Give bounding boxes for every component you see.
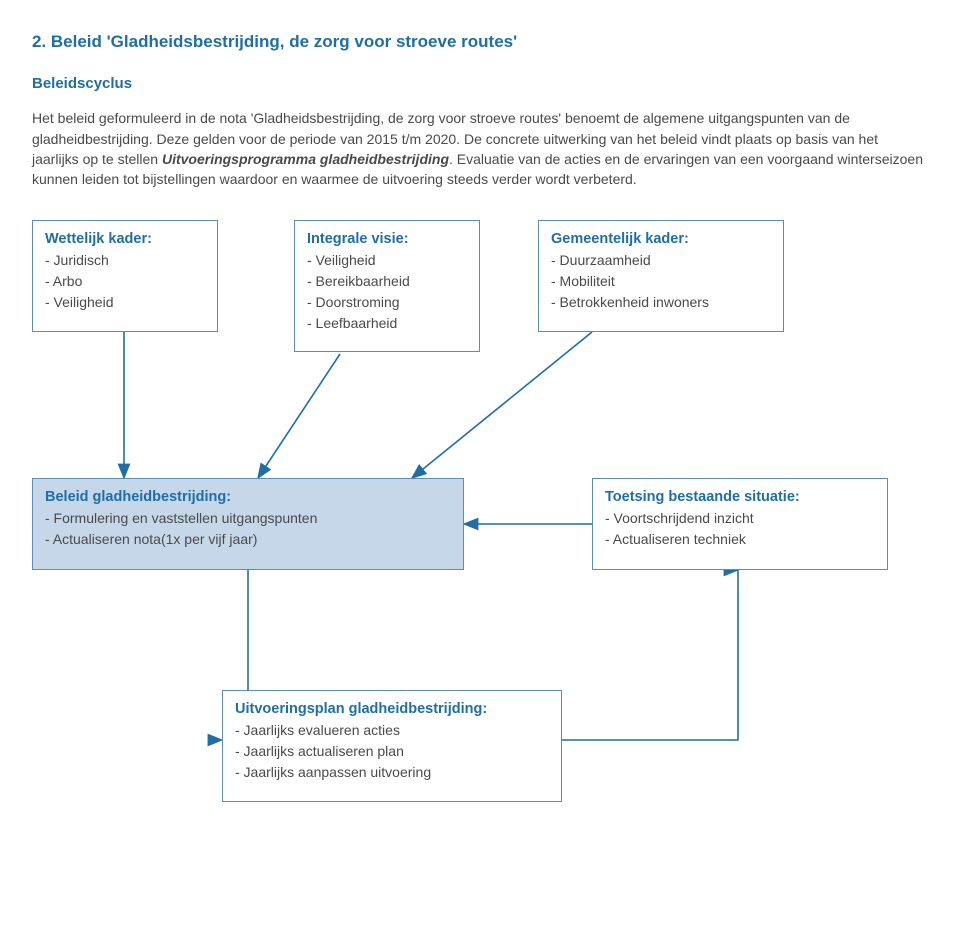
box-item: - Arbo [45, 271, 205, 292]
box-title: Uitvoeringsplan gladheidbestrijding: [235, 699, 549, 721]
box-gemeentelijk: Gemeentelijk kader:- Duurzaamheid- Mobil… [538, 220, 784, 332]
box-title: Gemeentelijk kader: [551, 229, 771, 251]
arrow [258, 354, 340, 478]
box-item: - Formulering en vaststellen uitgangspun… [45, 508, 451, 529]
box-item: - Voortschrijdend inzicht [605, 508, 875, 529]
box-integrale: Integrale visie:- Veiligheid- Bereikbaar… [294, 220, 480, 352]
box-item: - Juridisch [45, 250, 205, 271]
paragraph-emph: Uitvoeringsprogramma gladheidbestrijding [162, 151, 449, 167]
box-item: - Betrokkenheid inwoners [551, 292, 771, 313]
box-item: - Veiligheid [45, 292, 205, 313]
intro-paragraph: Het beleid geformuleerd in de nota 'Glad… [32, 108, 927, 189]
flowchart: Wettelijk kader:- Juridisch- Arbo- Veili… [32, 220, 927, 860]
box-item: - Duurzaamheid [551, 250, 771, 271]
box-item: - Bereikbaarheid [307, 271, 467, 292]
box-item: - Jaarlijks evalueren acties [235, 720, 549, 741]
box-item: - Actualiseren nota(1x per vijf jaar) [45, 529, 451, 550]
box-beleid: Beleid gladheidbestrijding:- Formulering… [32, 478, 464, 570]
arrow [562, 570, 738, 740]
subsection-heading: Beleidscyclus [32, 73, 927, 95]
box-item: - Mobiliteit [551, 271, 771, 292]
box-wettelijk: Wettelijk kader:- Juridisch- Arbo- Veili… [32, 220, 218, 332]
box-title: Toetsing bestaande situatie: [605, 487, 875, 509]
paragraph-pre: Het beleid geformuleerd in de nota [32, 110, 251, 126]
paragraph-quote: 'Gladheidsbestrijding, de zorg voor stro… [251, 110, 561, 126]
section-heading: 2. Beleid 'Gladheidsbestrijding, de zorg… [32, 30, 927, 55]
box-item: - Jaarlijks actualiseren plan [235, 741, 549, 762]
box-title: Beleid gladheidbestrijding: [45, 487, 451, 509]
box-uitvoeringsplan: Uitvoeringsplan gladheidbestrijding:- Ja… [222, 690, 562, 802]
box-item: - Actualiseren techniek [605, 529, 875, 550]
box-item: - Doorstroming [307, 292, 467, 313]
box-toetsing: Toetsing bestaande situatie:- Voortschri… [592, 478, 888, 570]
box-title: Wettelijk kader: [45, 229, 205, 251]
box-item: - Veiligheid [307, 250, 467, 271]
box-title: Integrale visie: [307, 229, 467, 251]
box-item: - Leefbaarheid [307, 313, 467, 334]
arrow [412, 332, 592, 478]
box-item: - Jaarlijks aanpassen uitvoering [235, 762, 549, 783]
